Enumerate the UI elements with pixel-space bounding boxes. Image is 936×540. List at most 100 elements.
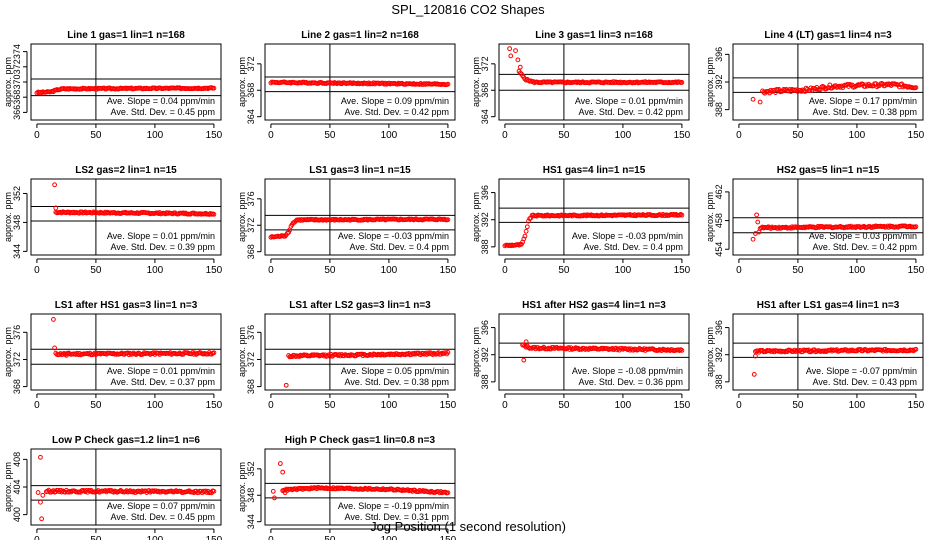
- data-point-outlier: [40, 492, 46, 498]
- y-axis-title: approx. ppm: [705, 327, 715, 377]
- data-point: [286, 229, 292, 235]
- y-tick-label: 370: [12, 74, 22, 89]
- x-tick-label: 0: [736, 130, 742, 141]
- data-point: [519, 241, 524, 247]
- panel-13: Low P Check gas=1.2 lin=1 n=6 0 50 100 150 40…: [3, 435, 223, 540]
- data-series: [52, 182, 217, 217]
- x-tick-label: 0: [34, 400, 40, 411]
- x-tick-label: 0: [268, 265, 274, 276]
- data-series: [35, 454, 217, 522]
- plot-frame: [30, 43, 222, 121]
- x-tick-label: 100: [615, 400, 632, 411]
- y-tick-label: 372: [246, 352, 256, 367]
- std-dev-annotation: Ave. Std. Dev. = 0.45 ppm: [111, 512, 215, 522]
- data-point-outlier: [272, 495, 277, 501]
- y-tick-label: 462: [714, 184, 724, 199]
- y-tick-label: 344: [12, 244, 22, 259]
- y-tick-label: 368: [12, 379, 22, 394]
- data-point: [521, 236, 527, 242]
- y-tick-label: 344: [246, 514, 256, 529]
- panel-title: HS1 after HS2 gas=4 lin=1 n=3: [522, 300, 666, 311]
- panel-9: LS1 after HS1 gas=3 lin=1 n=3 0 50 100 150 36…: [3, 300, 223, 411]
- panel-title: LS1 after HS1 gas=3 lin=1 n=3: [55, 300, 198, 311]
- x-tick-label: 0: [268, 535, 274, 540]
- y-tick-label: 364: [480, 109, 490, 124]
- panel-5: LS2 gas=2 lin=1 n=15 0 50 100 150 344 348 352ap…: [3, 165, 223, 276]
- data-point: [445, 349, 451, 355]
- y-tick-label: 388: [714, 102, 724, 117]
- data-point-outlier: [507, 46, 513, 52]
- y-axis-title: approx. ppm: [3, 462, 13, 512]
- x-tick-label: 100: [147, 265, 164, 276]
- data-point-outlier: [270, 488, 276, 494]
- data-point-outlier: [508, 53, 514, 59]
- y-tick-label: 396: [480, 185, 490, 200]
- y-axis-title: approx. ppm: [705, 57, 715, 107]
- x-tick-label: 150: [206, 535, 223, 540]
- x-tick-label: 100: [849, 400, 866, 411]
- y-tick-label: 388: [480, 374, 490, 389]
- data-point-outlier: [517, 64, 523, 70]
- data-point-outlier: [38, 454, 43, 460]
- data-series: [270, 461, 451, 501]
- x-tick-label: 0: [502, 265, 508, 276]
- x-tick-label: 100: [381, 400, 398, 411]
- y-tick-label: 352: [12, 186, 22, 201]
- x-tick-label: 150: [440, 535, 457, 540]
- data-point: [211, 488, 217, 494]
- x-tick-label: 100: [381, 535, 398, 540]
- plot-frame: [264, 178, 456, 256]
- y-axis-title: approx. ppm: [3, 327, 13, 377]
- plot-frame: [264, 448, 456, 526]
- x-tick-label: 150: [440, 130, 457, 141]
- std-dev-annotation: Ave. Std. Dev. = 0.38 ppm: [345, 377, 449, 387]
- panel-10: LS1 after LS2 gas=3 lin=1 n=3 0 50 100 150 36…: [237, 300, 457, 411]
- x-tick-label: 0: [736, 265, 742, 276]
- y-axis-title: approx. ppm: [471, 192, 481, 242]
- y-axis-title: approx. ppm: [3, 57, 13, 107]
- slope-annotation: Ave. Slope = -0.03 ppm/min: [572, 231, 683, 241]
- y-tick-label: 348: [246, 488, 256, 503]
- y-axis-title: approx. ppm: [471, 327, 481, 377]
- plot-frame: [264, 313, 456, 391]
- x-tick-label: 150: [908, 130, 925, 141]
- data-point: [803, 85, 809, 91]
- panel-title: LS1 after LS2 gas=3 lin=1 n=3: [289, 300, 431, 311]
- x-tick-label: 0: [34, 265, 40, 276]
- data-point-outlier: [757, 99, 763, 105]
- data-point: [445, 217, 451, 223]
- data-point: [679, 80, 685, 85]
- y-axis-title: approx. ppm: [237, 462, 247, 512]
- y-tick-label: 400: [12, 507, 22, 522]
- data-series: [751, 346, 919, 377]
- x-tick-label: 0: [268, 130, 274, 141]
- std-dev-annotation: Ave. Std. Dev. = 0.36 ppm: [579, 377, 683, 387]
- x-tick-label: 50: [792, 265, 804, 276]
- y-tick-label: 372: [12, 59, 22, 74]
- data-series: [268, 79, 451, 88]
- panel-title: HS1 gas=4 lin=1 n=15: [543, 165, 646, 176]
- std-dev-annotation: Ave. Std. Dev. = 0.4 ppm: [584, 242, 683, 252]
- x-tick-label: 100: [147, 130, 164, 141]
- y-tick-label: 374: [12, 44, 22, 59]
- y-tick-label: 392: [480, 212, 490, 227]
- data-point: [913, 224, 919, 230]
- data-point-outlier: [35, 490, 41, 495]
- x-tick-label: 0: [34, 130, 40, 141]
- x-tick-label: 100: [849, 265, 866, 276]
- data-series: [750, 80, 919, 105]
- y-tick-label: 368: [480, 83, 490, 98]
- x-tick-label: 150: [908, 400, 925, 411]
- panel-title: Line 3 gas=1 lin=3 n=168: [535, 30, 653, 41]
- data-point: [445, 81, 451, 87]
- data-point: [523, 228, 529, 234]
- data-series: [51, 317, 217, 358]
- y-axis-title: approx. ppm: [3, 192, 13, 242]
- panel-4: Line 4 (LT) gas=1 lin=4 n=3 0 50 100 150 388 3…: [705, 30, 925, 141]
- y-tick-label: 388: [714, 374, 724, 389]
- std-dev-annotation: Ave. Std. Dev. = 0.43 ppm: [813, 377, 917, 387]
- y-tick-label: 376: [246, 325, 256, 340]
- panel-2: Line 2 gas=1 lin=2 n=168 0 50 100 150 364 368 3…: [237, 30, 457, 141]
